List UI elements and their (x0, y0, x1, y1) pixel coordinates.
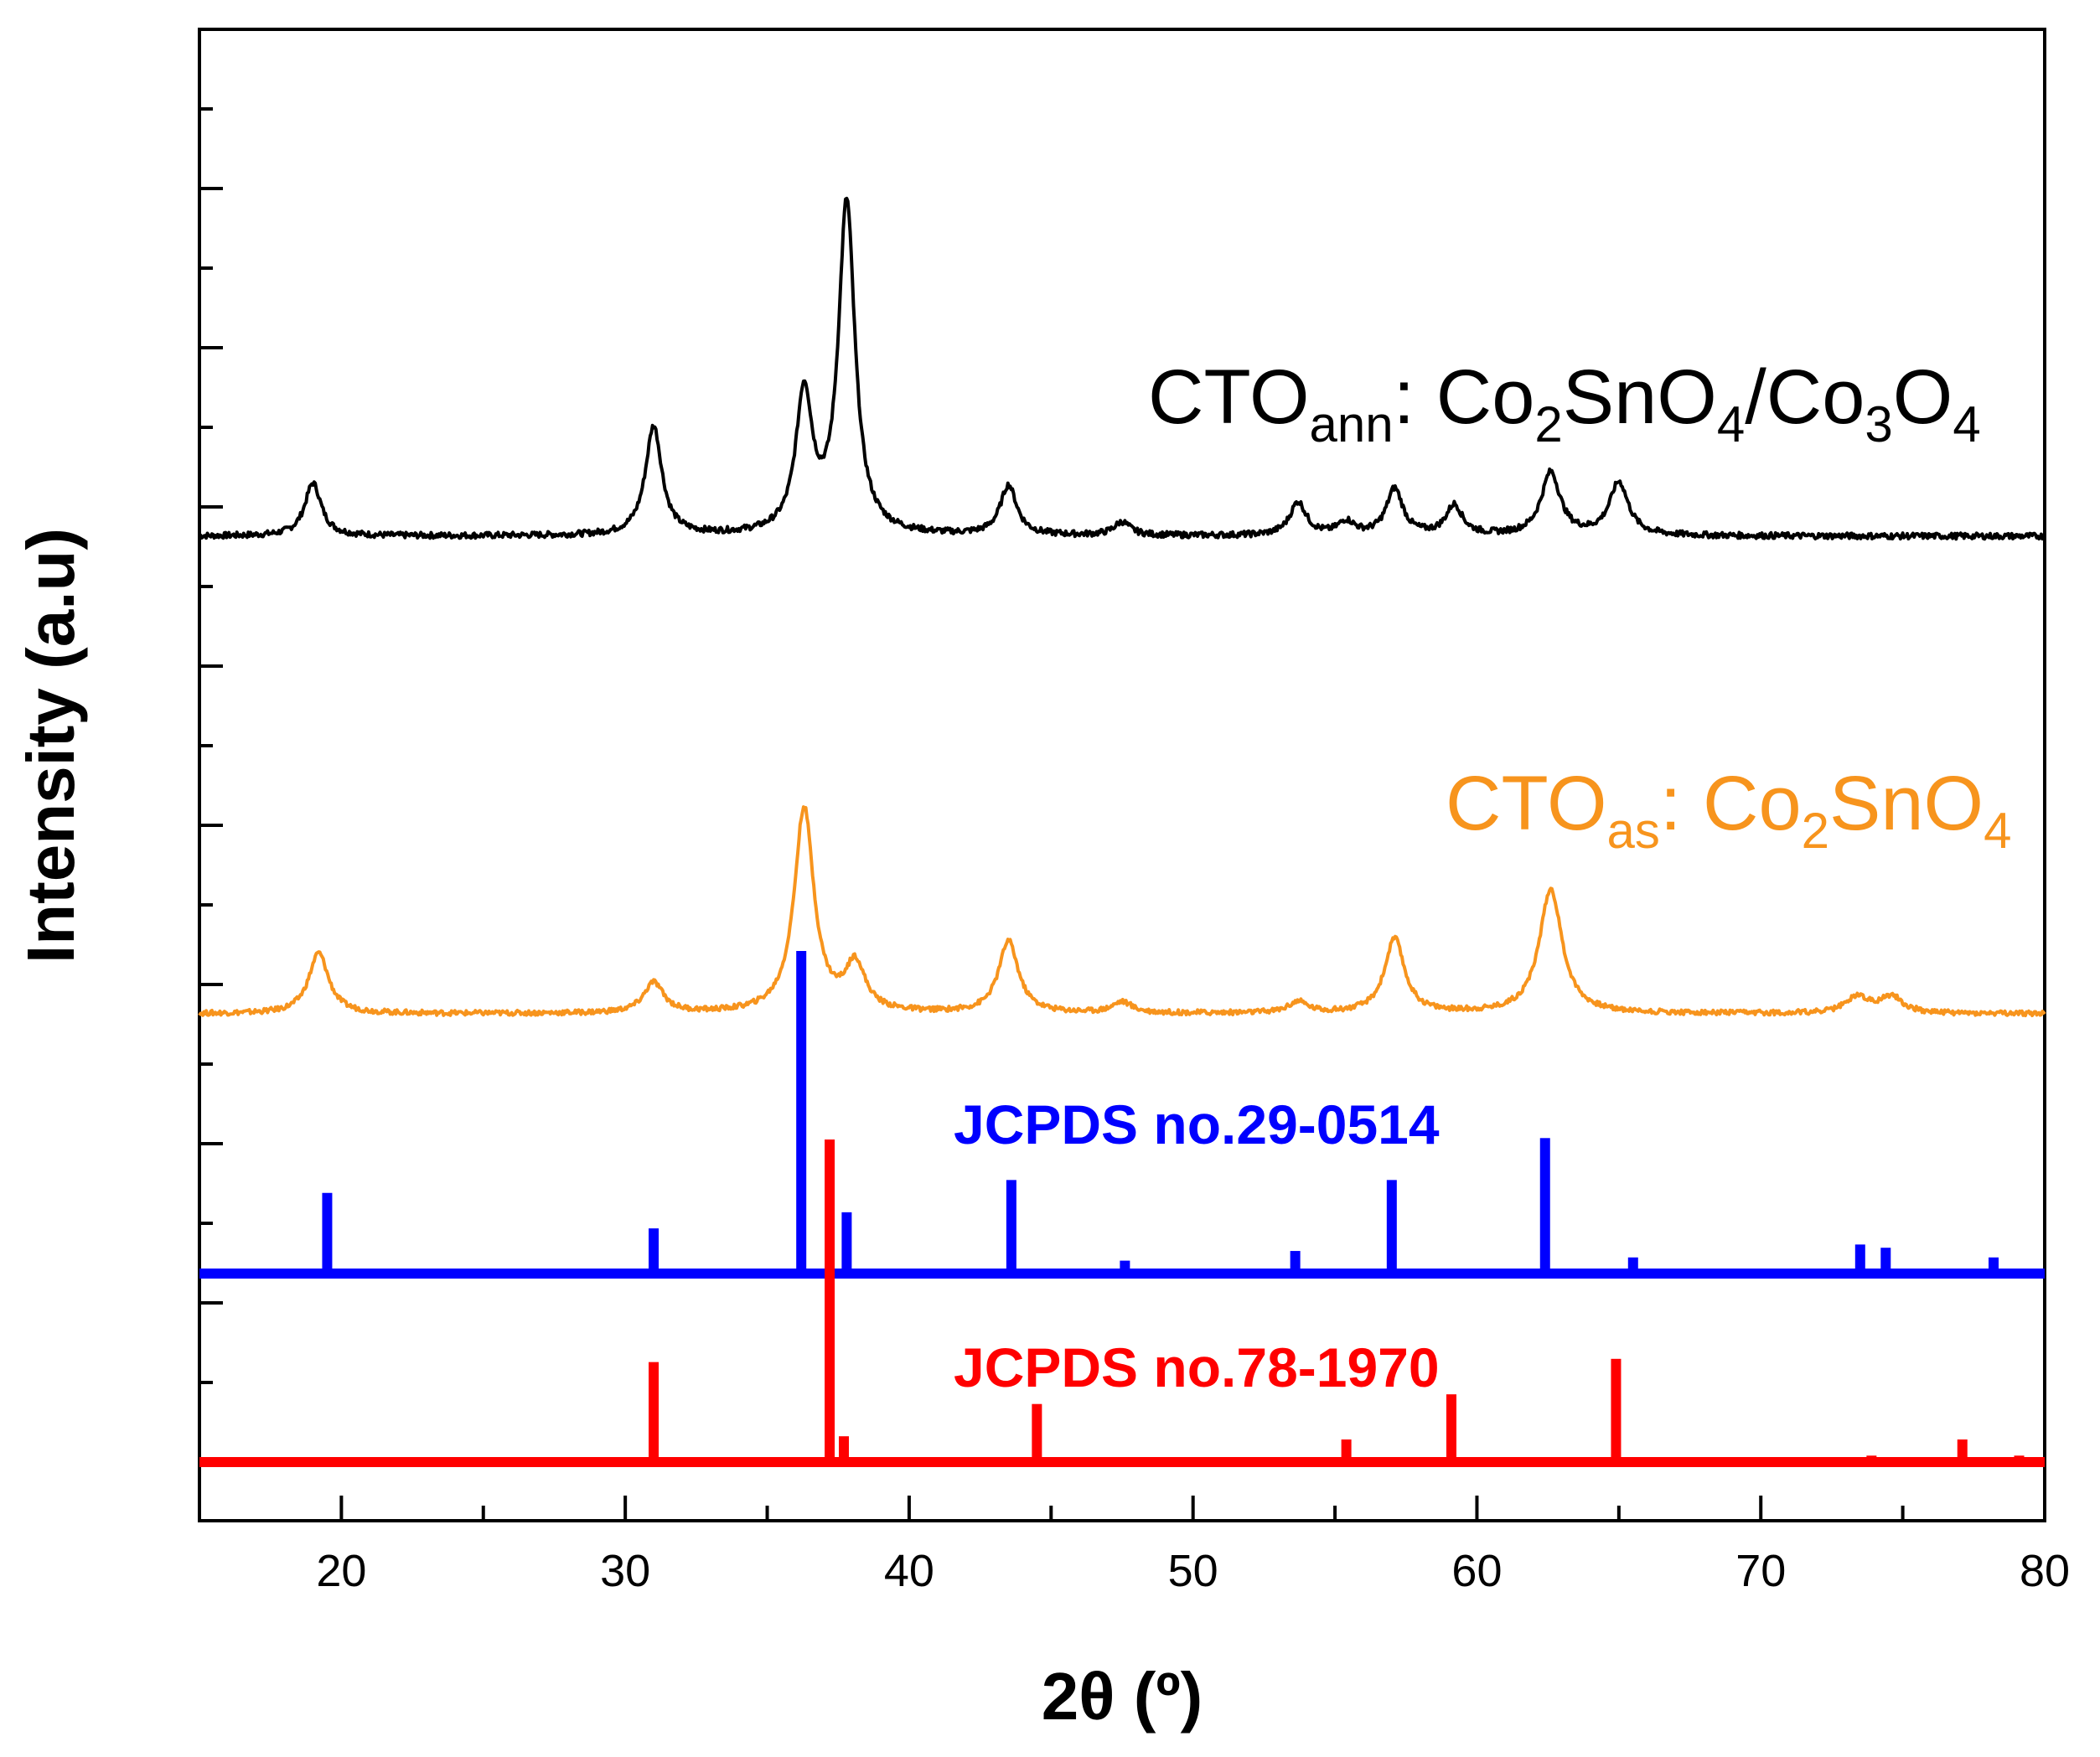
stick (796, 951, 807, 1274)
stick (1539, 1138, 1550, 1274)
stick (1627, 1257, 1638, 1274)
trace-1 (198, 805, 2046, 1018)
label-cto-ann: CTOann: Co2SnO4/Co3O4 (1148, 354, 1981, 452)
trace-0 (199, 196, 2046, 541)
x-tick-label: 50 (1168, 1546, 1218, 1596)
x-axis-tick-labels: 20 30 40 50 60 70 80 (316, 1546, 2070, 1596)
x-axis-title: 2θ (º) (1042, 1659, 1203, 1734)
data-traces (198, 196, 2046, 1467)
stick (825, 1139, 835, 1462)
y-axis-title: Intensity (a.u) (13, 528, 88, 964)
stick (839, 1436, 850, 1462)
stick (1957, 1439, 1968, 1462)
stick (322, 1192, 333, 1274)
stick (649, 1228, 659, 1274)
stick (1290, 1251, 1301, 1274)
plot-frame (198, 28, 2046, 1522)
x-tick-label: 30 (600, 1546, 650, 1596)
stick (1866, 1455, 1877, 1462)
stick (1854, 1244, 1865, 1274)
x-tick-label: 20 (316, 1546, 366, 1596)
x-axis-ticks (198, 1496, 2046, 1521)
x-tick-label: 80 (2020, 1546, 2070, 1596)
stick (1446, 1394, 1456, 1462)
stick (1989, 1257, 1999, 1274)
stick (1120, 1260, 1130, 1274)
stick (1611, 1358, 1622, 1462)
label-cto-as: CTOas: Co2SnO4 (1446, 761, 2012, 859)
y-axis-ticks (199, 107, 223, 1464)
stick (1386, 1180, 1397, 1274)
x-tick-label: 70 (1735, 1546, 1786, 1596)
stick (649, 1362, 659, 1462)
stick (1006, 1180, 1016, 1274)
stick (841, 1212, 852, 1274)
stick (1032, 1403, 1042, 1462)
label-jcpds-78-1970: JCPDS no.78-1970 (954, 1336, 1440, 1398)
stick (2014, 1455, 2025, 1462)
stick (1770, 1270, 1781, 1274)
label-jcpds-29-0514: JCPDS no.29-0514 (954, 1093, 1440, 1155)
stick (1880, 1248, 1891, 1274)
x-tick-label: 60 (1451, 1546, 1502, 1596)
x-tick-label: 40 (884, 1546, 934, 1596)
stick (1341, 1439, 1352, 1462)
